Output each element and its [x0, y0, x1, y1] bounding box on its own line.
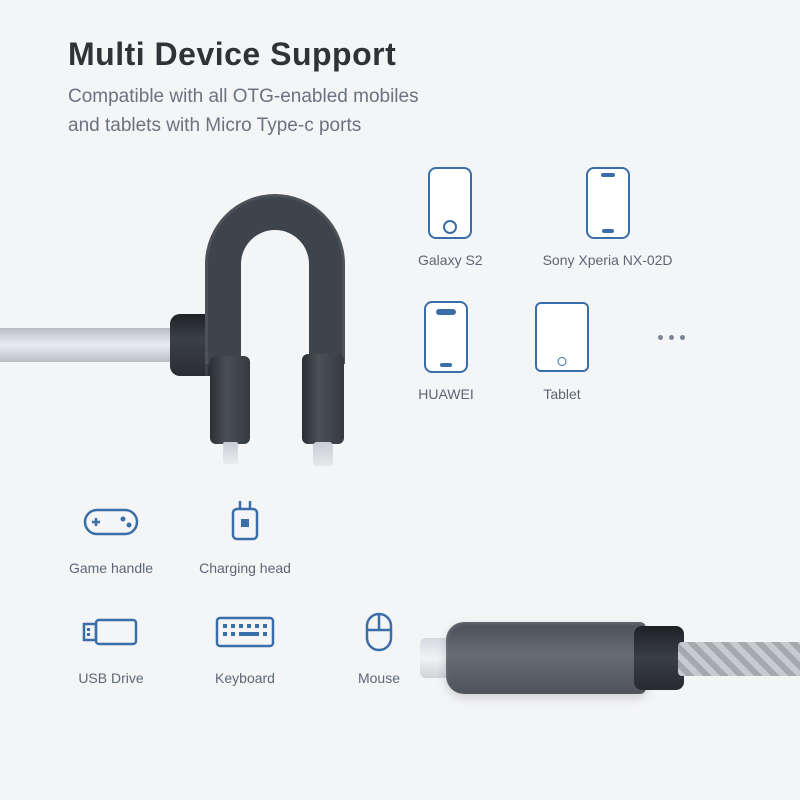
device-huawei: HUAWEI: [418, 298, 474, 402]
subtitle-line2: and tablets with Micro Type-c ports: [68, 115, 361, 136]
device-tablet: Tablet: [534, 298, 590, 402]
accessory-label: Keyboard: [215, 670, 275, 686]
page-subtitle: Compatible with all OTG-enabled mobiles …: [68, 82, 419, 141]
device-label: Tablet: [543, 386, 580, 402]
tablet-icon: [534, 298, 590, 376]
keyboard-icon: [214, 604, 276, 660]
ellipsis-icon: [650, 298, 685, 376]
subtitle-line1: Compatible with all OTG-enabled mobiles: [68, 86, 419, 107]
device-label: HUAWEI: [418, 386, 473, 402]
gamepad-icon: [81, 494, 141, 550]
usb-stick-icon: [82, 604, 140, 660]
phone-notch-icon: [418, 298, 474, 376]
accessory-label: Charging head: [199, 560, 291, 576]
phone-speaker-icon: [580, 164, 636, 242]
page-title: Multi Device Support: [68, 36, 396, 73]
accessory-usb-drive: USB Drive: [68, 604, 154, 686]
phone-button-icon: [422, 164, 478, 242]
accessory-label: Mouse: [358, 670, 400, 686]
product-usb-illustration: [420, 580, 800, 730]
device-grid: Galaxy S2 Sony Xperia NX-02D HUAWEI Tabl…: [418, 164, 778, 432]
device-xperia: Sony Xperia NX-02D: [543, 164, 673, 268]
accessory-keyboard: Keyboard: [202, 604, 288, 686]
accessory-game-handle: Game handle: [68, 494, 154, 576]
accessory-label: Game handle: [69, 560, 153, 576]
product-connector-illustration: [0, 176, 390, 456]
accessory-mouse: Mouse: [336, 604, 422, 686]
device-label: Galaxy S2: [418, 252, 483, 268]
mouse-icon: [361, 604, 397, 660]
device-galaxy-s2: Galaxy S2: [418, 164, 483, 268]
charger-icon: [225, 494, 265, 550]
device-label: Sony Xperia NX-02D: [543, 252, 673, 268]
accessory-label: USB Drive: [78, 670, 143, 686]
accessory-charging-head: Charging head: [202, 494, 288, 576]
